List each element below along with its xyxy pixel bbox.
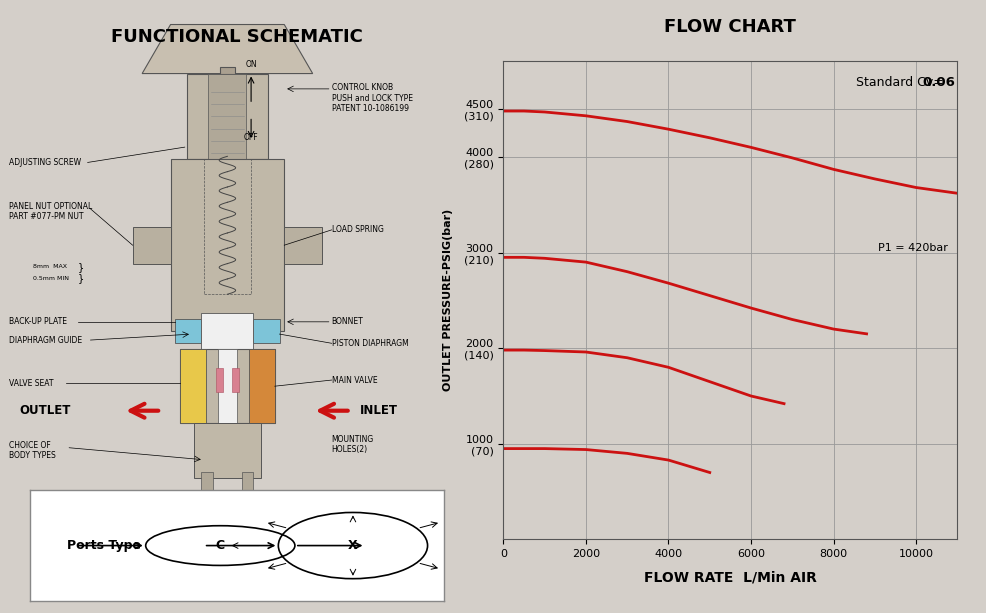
Bar bbox=[132, 227, 171, 264]
Text: MAIN VALVE: MAIN VALVE bbox=[331, 376, 377, 384]
Bar bbox=[201, 313, 253, 356]
Bar bbox=[179, 349, 206, 423]
Y-axis label: OUTLET PRESSURE-PSIG(bar): OUTLET PRESSURE-PSIG(bar) bbox=[442, 209, 452, 392]
Text: 0.06: 0.06 bbox=[921, 75, 954, 89]
Bar bbox=[215, 368, 223, 392]
Bar bbox=[201, 472, 213, 503]
Text: PISTON DIAPHRAGM: PISTON DIAPHRAGM bbox=[331, 339, 408, 348]
Polygon shape bbox=[142, 25, 313, 74]
Bar bbox=[203, 159, 250, 294]
Text: MOUNTING
HOLES(2): MOUNTING HOLES(2) bbox=[331, 435, 374, 454]
Text: 0.5mm MIN: 0.5mm MIN bbox=[34, 276, 69, 281]
Bar bbox=[248, 349, 274, 423]
Text: 8mm  MAX: 8mm MAX bbox=[34, 264, 67, 269]
Bar bbox=[187, 74, 267, 159]
Text: CONTROL KNOB
PUSH and LOCK TYPE
PATENT 10-1086199: CONTROL KNOB PUSH and LOCK TYPE PATENT 1… bbox=[331, 83, 412, 113]
Text: BONNET: BONNET bbox=[331, 318, 363, 326]
Text: FUNCTIONAL SCHEMATIC: FUNCTIONAL SCHEMATIC bbox=[110, 28, 363, 45]
Text: Ports Type: Ports Type bbox=[67, 539, 141, 552]
Text: OUTLET: OUTLET bbox=[19, 404, 70, 417]
Bar bbox=[179, 349, 274, 423]
Bar bbox=[242, 472, 253, 503]
Text: INLET: INLET bbox=[360, 404, 397, 417]
X-axis label: FLOW RATE  L/Min AIR: FLOW RATE L/Min AIR bbox=[643, 570, 816, 584]
Bar bbox=[194, 423, 260, 478]
Text: OFF: OFF bbox=[244, 134, 258, 142]
Bar bbox=[253, 319, 279, 343]
Text: CHOICE OF
BODY TYPES: CHOICE OF BODY TYPES bbox=[10, 441, 56, 460]
Bar bbox=[171, 159, 284, 331]
Text: PANEL NUT OPTIONAL
PART #077-PM NUT: PANEL NUT OPTIONAL PART #077-PM NUT bbox=[10, 202, 93, 221]
Text: Standard Cv=: Standard Cv= bbox=[856, 75, 948, 89]
Text: VALVE SEAT: VALVE SEAT bbox=[10, 379, 54, 387]
Text: P1 = 420bar: P1 = 420bar bbox=[878, 243, 948, 253]
Bar bbox=[220, 67, 235, 110]
Bar bbox=[284, 227, 321, 264]
Text: C: C bbox=[216, 539, 225, 552]
Bar bbox=[218, 349, 237, 423]
Text: }
}: } } bbox=[78, 262, 85, 284]
Text: X: X bbox=[348, 539, 357, 552]
Bar bbox=[176, 319, 201, 343]
Bar bbox=[208, 74, 246, 159]
Text: FLOW CHART: FLOW CHART bbox=[664, 18, 796, 36]
Text: ON: ON bbox=[246, 60, 256, 69]
Text: DIAPHRAGM GUIDE: DIAPHRAGM GUIDE bbox=[10, 336, 83, 345]
Bar bbox=[232, 368, 239, 392]
Text: LOAD SPRING: LOAD SPRING bbox=[331, 226, 384, 234]
Text: BACK-UP PLATE: BACK-UP PLATE bbox=[10, 318, 67, 326]
Text: ADJUSTING SCREW: ADJUSTING SCREW bbox=[10, 158, 82, 167]
